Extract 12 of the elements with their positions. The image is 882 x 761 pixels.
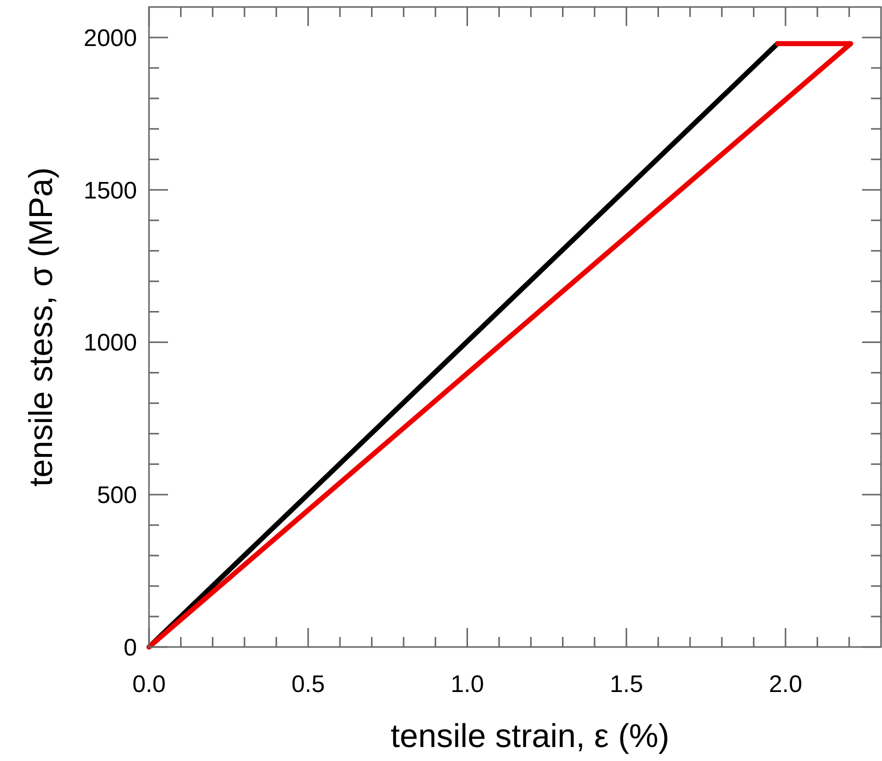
x-tick-label: 0.5: [291, 671, 325, 698]
x-tick-label: 2.0: [768, 671, 802, 698]
y-tick-label: 2000: [84, 24, 137, 52]
x-tick-label: 0.0: [132, 671, 166, 698]
y-tick-label: 1500: [84, 177, 137, 204]
x-tick-label: 1.0: [450, 671, 484, 698]
y-axis-title: tensile stess, σ (MPa): [22, 167, 59, 487]
y-tick-label: 0: [124, 634, 137, 662]
x-tick-label: 1.5: [610, 671, 644, 698]
x-axis-title: tensile strain, ε (%): [390, 717, 670, 754]
y-tick-label: 500: [96, 482, 137, 510]
y-tick-label: 1000: [84, 330, 137, 357]
